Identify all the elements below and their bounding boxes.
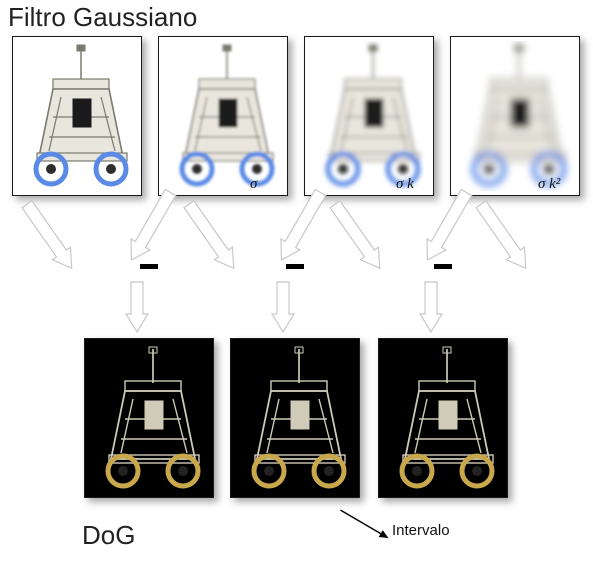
dog-panel xyxy=(378,338,508,498)
interval-label: Intervalo xyxy=(392,522,450,539)
gaussian-panel xyxy=(158,36,288,196)
dog-panel xyxy=(230,338,360,498)
gaussian-panel xyxy=(12,36,142,196)
flow-arrow xyxy=(176,198,243,277)
flow-arrow xyxy=(468,198,535,277)
cart-image xyxy=(309,41,429,191)
sigma-label: σ k² xyxy=(538,176,560,193)
flow-arrow xyxy=(268,185,330,266)
sigma-label: σ k xyxy=(396,176,414,193)
minus-icon xyxy=(140,264,158,269)
sigma-label: σ xyxy=(250,176,257,193)
cart-image xyxy=(163,41,283,191)
title: Filtro Gaussiano xyxy=(8,2,197,33)
cart-image xyxy=(455,41,575,191)
interval-arrow xyxy=(335,503,392,547)
dog-panel xyxy=(84,338,214,498)
flow-arrow xyxy=(322,198,389,277)
minus-icon xyxy=(434,264,452,269)
dog-label: DoG xyxy=(82,520,135,551)
flow-arrow xyxy=(14,198,81,277)
dog-image xyxy=(383,343,503,493)
minus-icon xyxy=(286,264,304,269)
gaussian-panel xyxy=(450,36,580,196)
dog-image xyxy=(235,343,355,493)
flow-arrow xyxy=(415,282,442,332)
flow-arrow xyxy=(267,282,294,332)
gaussian-panel xyxy=(304,36,434,196)
dog-image xyxy=(89,343,209,493)
flow-arrow xyxy=(121,282,148,332)
cart-image xyxy=(17,41,137,191)
flow-arrow xyxy=(118,185,180,266)
flow-arrow xyxy=(414,185,476,266)
